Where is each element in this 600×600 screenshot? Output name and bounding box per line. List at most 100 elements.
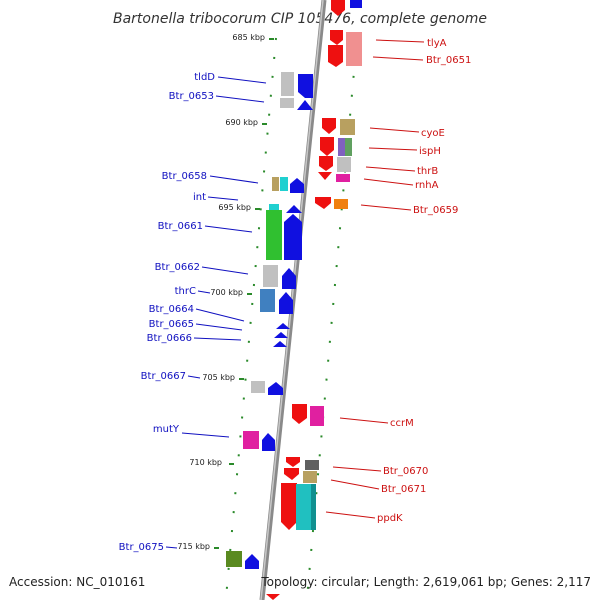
leader-line — [195, 323, 243, 331]
gene-arrow — [262, 433, 275, 451]
leader-line — [193, 337, 242, 341]
gene-arrow — [282, 268, 296, 289]
kbp-tick — [255, 208, 260, 210]
gene-box — [243, 431, 259, 449]
kbp-marker: 715 kbp — [177, 542, 210, 551]
gene-arrow — [290, 178, 304, 193]
gene-label[interactable]: tlyA — [427, 38, 447, 49]
gene-box — [272, 177, 279, 191]
gene-label[interactable]: Btr_0675 — [119, 542, 164, 553]
gene-box — [266, 210, 282, 260]
gene-box — [280, 177, 288, 191]
reverse-strand-genes — [266, 0, 362, 600]
gene-arrow — [330, 30, 343, 45]
gene-box — [305, 460, 319, 470]
leader-line — [209, 175, 259, 184]
gene-box — [340, 119, 355, 135]
gene-label[interactable]: int — [193, 192, 206, 203]
gene-label[interactable]: thrB — [417, 166, 438, 177]
leader-line — [204, 225, 253, 233]
gene-label[interactable]: ispH — [419, 146, 441, 157]
gene-arrow — [276, 323, 290, 329]
gene-label[interactable]: Btr_0671 — [381, 484, 426, 495]
gene-label[interactable]: ccrM — [390, 418, 414, 429]
gene-label[interactable]: Btr_0670 — [383, 466, 428, 477]
gene-label[interactable]: cyoE — [421, 128, 445, 139]
gene-label[interactable]: Btr_0658 — [162, 171, 207, 182]
gene-arrow — [297, 100, 313, 110]
leader-line — [215, 95, 265, 103]
gene-arrow — [286, 205, 302, 213]
gene-arrow — [292, 404, 307, 424]
accession-label: Accession: NC_010161 — [9, 575, 145, 589]
gene-label[interactable]: Btr_0651 — [426, 55, 471, 66]
gene-arrow — [281, 483, 297, 530]
leader-line — [330, 479, 380, 490]
leader-line — [217, 76, 267, 84]
gene-label[interactable]: Btr_0665 — [149, 319, 194, 330]
kbp-marker: 710 kbp — [189, 458, 222, 467]
kbp-tick — [269, 38, 274, 40]
kbp-tick — [214, 547, 219, 549]
leader-line — [360, 204, 412, 211]
gene-label[interactable]: thrC — [175, 286, 196, 297]
kbp-marker: 700 kbp — [210, 288, 243, 297]
gene-box — [263, 265, 278, 287]
leader-line — [369, 127, 420, 133]
forward-label-leaders — [165, 76, 267, 549]
gene-label[interactable]: tldD — [194, 72, 215, 83]
gene-box — [337, 157, 351, 172]
gene-arrow — [315, 197, 331, 209]
gene-box — [280, 98, 294, 108]
gene-box — [251, 381, 265, 393]
leader-line — [365, 166, 416, 172]
gene-arrow — [279, 292, 293, 314]
gene-box — [281, 72, 294, 96]
leader-line — [201, 266, 249, 275]
gene-box — [311, 484, 316, 530]
gene-label[interactable]: Btr_0664 — [149, 304, 194, 315]
gene-arrow — [298, 74, 313, 98]
kbp-marker: 705 kbp — [202, 373, 235, 382]
gene-label[interactable]: Btr_0653 — [169, 91, 214, 102]
gene-box — [334, 199, 348, 209]
gene-box — [260, 289, 275, 312]
kbp-tick — [239, 378, 244, 380]
leader-line — [363, 178, 414, 186]
leader-line — [368, 147, 418, 151]
kbp-tick — [229, 463, 234, 465]
gene-arrow — [318, 172, 332, 180]
gene-arrow — [273, 341, 287, 347]
gene-label[interactable]: Btr_0662 — [155, 262, 200, 273]
leader-line — [197, 290, 211, 294]
gene-label[interactable]: Btr_0661 — [158, 221, 203, 232]
gene-box — [310, 406, 324, 426]
gene-label[interactable]: ppdK — [377, 513, 403, 524]
gene-label[interactable]: Btr_0659 — [413, 205, 458, 216]
leader-line — [372, 56, 424, 61]
gene-box — [345, 138, 352, 156]
leader-line — [187, 375, 201, 379]
leader-line — [339, 417, 389, 424]
map-title: Bartonella tribocorum CIP 105476, comple… — [113, 11, 487, 27]
forward-labels: tldD Btr_0653 Btr_0658 int Btr_0661 Btr_… — [119, 72, 216, 553]
gene-arrow — [266, 594, 280, 600]
kbp-marker: 690 kbp — [225, 118, 258, 127]
gene-arrow — [284, 468, 299, 480]
kbp-marker: 685 kbp — [232, 33, 265, 42]
gene-label[interactable]: Btr_0666 — [147, 333, 192, 344]
kbp-markers: 685 kbp 690 kbp 695 kbp 700 kbp 705 kbp … — [177, 33, 274, 551]
gene-label[interactable]: rnhA — [415, 180, 439, 191]
gene-arrow — [322, 118, 336, 134]
kbp-tick — [262, 123, 267, 125]
gene-box — [346, 32, 362, 66]
leader-line — [325, 511, 376, 519]
gene-box — [303, 471, 317, 483]
leader-line — [332, 466, 382, 472]
gene-box — [269, 204, 279, 210]
gene-arrow — [284, 214, 302, 260]
gene-label[interactable]: Btr_0667 — [141, 371, 186, 382]
gene-label[interactable]: mutY — [153, 424, 180, 435]
leader-line — [375, 39, 425, 43]
